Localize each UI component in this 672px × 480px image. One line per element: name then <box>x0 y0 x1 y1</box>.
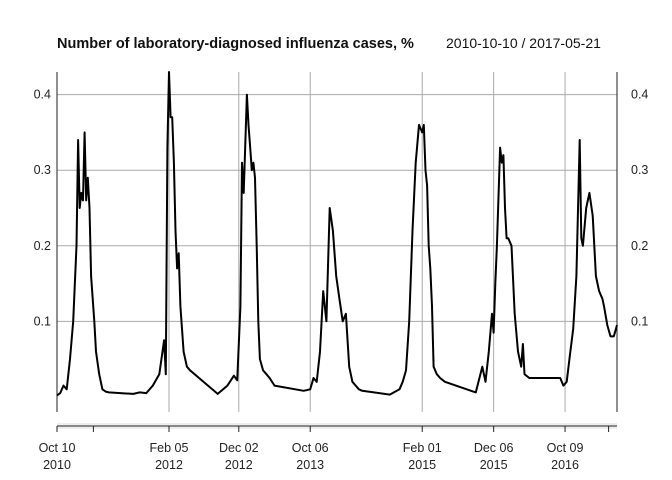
x-tick-label: Feb 05 <box>150 441 189 455</box>
x-tick-label-year: 2013 <box>296 458 324 472</box>
y-tick-label-right: 0.2 <box>631 239 648 253</box>
vertical-gridlines <box>168 72 566 412</box>
x-tick-label-year: 2012 <box>225 458 253 472</box>
chart-date-range: 2010-10-10 / 2017-05-21 <box>446 35 601 51</box>
y-tick-label-right: 0.4 <box>631 88 648 102</box>
x-tick-label-year: 2010 <box>43 458 71 472</box>
x-tick-label: Dec 02 <box>219 441 259 455</box>
y-axis-right: 0.1 0.2 0.3 0.4 <box>631 88 648 329</box>
x-tick-label: Oct 06 <box>292 441 329 455</box>
x-tick-label-year: 2015 <box>480 458 508 472</box>
horizontal-gridlines <box>57 94 617 322</box>
y-tick-label-left: 0.3 <box>34 163 51 177</box>
series-line <box>56 71 618 397</box>
series <box>56 71 618 397</box>
y-tick-label-left: 0.1 <box>34 314 51 328</box>
chart-title: Number of laboratory-diagnosed influenza… <box>57 36 414 52</box>
y-tick-label-left: 0.4 <box>34 88 51 102</box>
x-tick-label: Oct 10 <box>39 441 76 455</box>
y-axis-left: 0.1 0.2 0.3 0.4 <box>34 88 51 329</box>
x-tick-label: Oct 09 <box>547 441 584 455</box>
x-tick-label-year: 2015 <box>408 458 436 472</box>
y-tick-label-right: 0.1 <box>631 314 648 328</box>
x-tick-label: Dec 06 <box>474 441 514 455</box>
y-tick-label-left: 0.2 <box>34 239 51 253</box>
x-tick-label-year: 2012 <box>155 458 183 472</box>
x-axis: Oct 10 2010 Feb 05 2012 Dec 02 2012 Oct 06 2013… <box>39 426 610 472</box>
x-tick-label: Feb 01 <box>403 441 442 455</box>
y-tick-label-right: 0.3 <box>631 163 648 177</box>
x-tick-label-year: 2016 <box>551 458 579 472</box>
